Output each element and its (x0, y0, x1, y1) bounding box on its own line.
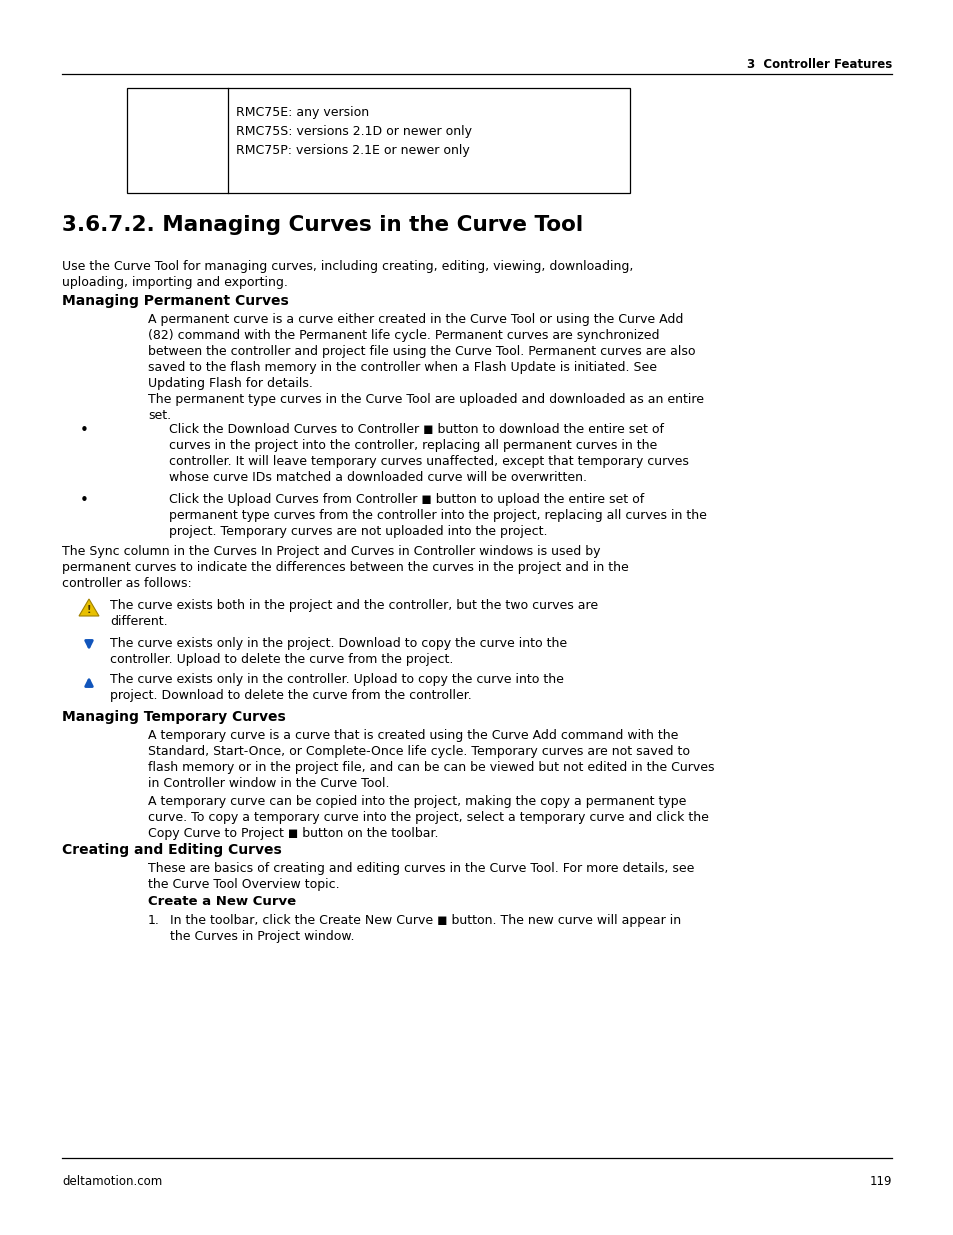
Text: Copy Curve to Project ◼ button on the toolbar.: Copy Curve to Project ◼ button on the to… (148, 827, 438, 840)
Text: Click the Upload Curves from Controller ◼ button to upload the entire set of: Click the Upload Curves from Controller … (169, 493, 643, 506)
Text: In the toolbar, click the Create New Curve ◼ button. The new curve will appear i: In the toolbar, click the Create New Cur… (170, 914, 680, 927)
Text: These are basics of creating and editing curves in the Curve Tool. For more deta: These are basics of creating and editing… (148, 862, 694, 876)
Text: Standard, Start-Once, or Complete-Once life cycle. Temporary curves are not save: Standard, Start-Once, or Complete-Once l… (148, 745, 689, 758)
Text: •: • (80, 424, 89, 438)
Text: (82) command with the Permanent life cycle. Permanent curves are synchronized: (82) command with the Permanent life cyc… (148, 329, 659, 342)
Text: The curve exists only in the controller. Upload to copy the curve into the: The curve exists only in the controller.… (110, 673, 563, 685)
Text: controller as follows:: controller as follows: (62, 577, 192, 590)
Text: RMC75S: versions 2.1D or newer only: RMC75S: versions 2.1D or newer only (235, 125, 472, 138)
Text: different.: different. (110, 615, 168, 629)
Text: 1.: 1. (148, 914, 160, 927)
Text: Use the Curve Tool for managing curves, including creating, editing, viewing, do: Use the Curve Tool for managing curves, … (62, 261, 633, 273)
Text: Managing Permanent Curves: Managing Permanent Curves (62, 294, 289, 308)
Text: A permanent curve is a curve either created in the Curve Tool or using the Curve: A permanent curve is a curve either crea… (148, 312, 682, 326)
Text: 119: 119 (868, 1174, 891, 1188)
Text: curves in the project into the controller, replacing all permanent curves in the: curves in the project into the controlle… (169, 438, 657, 452)
Text: project. Download to delete the curve from the controller.: project. Download to delete the curve fr… (110, 689, 471, 701)
Text: whose curve IDs matched a downloaded curve will be overwritten.: whose curve IDs matched a downloaded cur… (169, 471, 586, 484)
Text: 3  Controller Features: 3 Controller Features (746, 58, 891, 70)
Text: project. Temporary curves are not uploaded into the project.: project. Temporary curves are not upload… (169, 525, 547, 538)
Text: uploading, importing and exporting.: uploading, importing and exporting. (62, 275, 288, 289)
Text: RMC75E: any version: RMC75E: any version (235, 106, 369, 119)
Text: controller. It will leave temporary curves unaffected, except that temporary cur: controller. It will leave temporary curv… (169, 454, 688, 468)
Text: the Curves in Project window.: the Curves in Project window. (170, 930, 355, 944)
Text: A temporary curve is a curve that is created using the Curve Add command with th: A temporary curve is a curve that is cre… (148, 729, 678, 742)
Text: curve. To copy a temporary curve into the project, select a temporary curve and : curve. To copy a temporary curve into th… (148, 811, 708, 824)
Text: RMC75P: versions 2.1E or newer only: RMC75P: versions 2.1E or newer only (235, 144, 469, 157)
Text: in Controller window in the Curve Tool.: in Controller window in the Curve Tool. (148, 777, 389, 790)
Text: deltamotion.com: deltamotion.com (62, 1174, 162, 1188)
Text: 3.6.7.2. Managing Curves in the Curve Tool: 3.6.7.2. Managing Curves in the Curve To… (62, 215, 582, 235)
Text: Create a New Curve: Create a New Curve (148, 895, 295, 908)
Text: between the controller and project file using the Curve Tool. Permanent curves a: between the controller and project file … (148, 345, 695, 358)
Text: The permanent type curves in the Curve Tool are uploaded and downloaded as an en: The permanent type curves in the Curve T… (148, 393, 703, 406)
Text: Managing Temporary Curves: Managing Temporary Curves (62, 710, 286, 724)
Text: controller. Upload to delete the curve from the project.: controller. Upload to delete the curve f… (110, 653, 453, 666)
Text: the Curve Tool Overview topic.: the Curve Tool Overview topic. (148, 878, 339, 890)
Text: permanent type curves from the controller into the project, replacing all curves: permanent type curves from the controlle… (169, 509, 706, 522)
Text: A temporary curve can be copied into the project, making the copy a permanent ty: A temporary curve can be copied into the… (148, 795, 685, 808)
Text: !: ! (87, 605, 91, 615)
Text: flash memory or in the project file, and can be can be viewed but not edited in : flash memory or in the project file, and… (148, 761, 714, 774)
Text: permanent curves to indicate the differences between the curves in the project a: permanent curves to indicate the differe… (62, 561, 628, 574)
Text: Updating Flash for details.: Updating Flash for details. (148, 377, 313, 390)
Polygon shape (79, 599, 99, 616)
Text: The curve exists both in the project and the controller, but the two curves are: The curve exists both in the project and… (110, 599, 598, 613)
Text: •: • (80, 493, 89, 508)
Text: Click the Download Curves to Controller ◼ button to download the entire set of: Click the Download Curves to Controller … (169, 424, 663, 436)
Text: Creating and Editing Curves: Creating and Editing Curves (62, 844, 281, 857)
Text: The curve exists only in the project. Download to copy the curve into the: The curve exists only in the project. Do… (110, 637, 566, 650)
Text: saved to the flash memory in the controller when a Flash Update is initiated. Se: saved to the flash memory in the control… (148, 361, 657, 374)
Bar (127, 88, 629, 193)
Text: set.: set. (148, 409, 171, 422)
Text: The Sync column in the Curves In Project and Curves in Controller windows is use: The Sync column in the Curves In Project… (62, 545, 599, 558)
